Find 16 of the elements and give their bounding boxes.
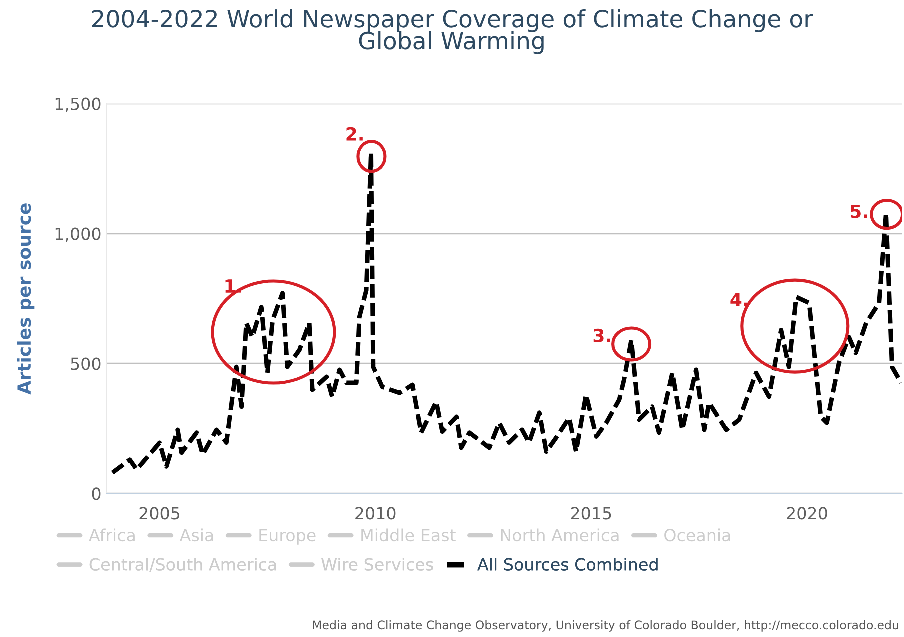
y-tick-label: 0 bbox=[92, 488, 101, 500]
y-tick-label: 1,000 bbox=[56, 228, 101, 242]
y-axis-title: Articles per source bbox=[17, 204, 35, 395]
annotation: 2. bbox=[346, 127, 363, 141]
x-tick-label: 2005 bbox=[140, 507, 180, 520]
annotation: 5. bbox=[850, 204, 868, 218]
annotation: 4. bbox=[730, 293, 748, 306]
chart-title: 2004-2022 World Newspaper Coverage of Climate Change or Global Warming bbox=[92, 10, 814, 54]
text: Media and Climate Change Observatory, University of Colorado Boulder, http://mecco.colorado.edu bbox=[313, 620, 898, 632]
y-tick-label: 500 bbox=[71, 358, 101, 370]
y-tick-label: 1,500 bbox=[56, 98, 101, 112]
x-tick-label: 2020 bbox=[787, 507, 828, 520]
legend-label: All Sources Combined bbox=[478, 558, 658, 571]
x-tick-label: 2010 bbox=[356, 507, 396, 520]
x-tick-label: 2015 bbox=[571, 507, 612, 520]
annotation: 3. bbox=[594, 328, 610, 343]
